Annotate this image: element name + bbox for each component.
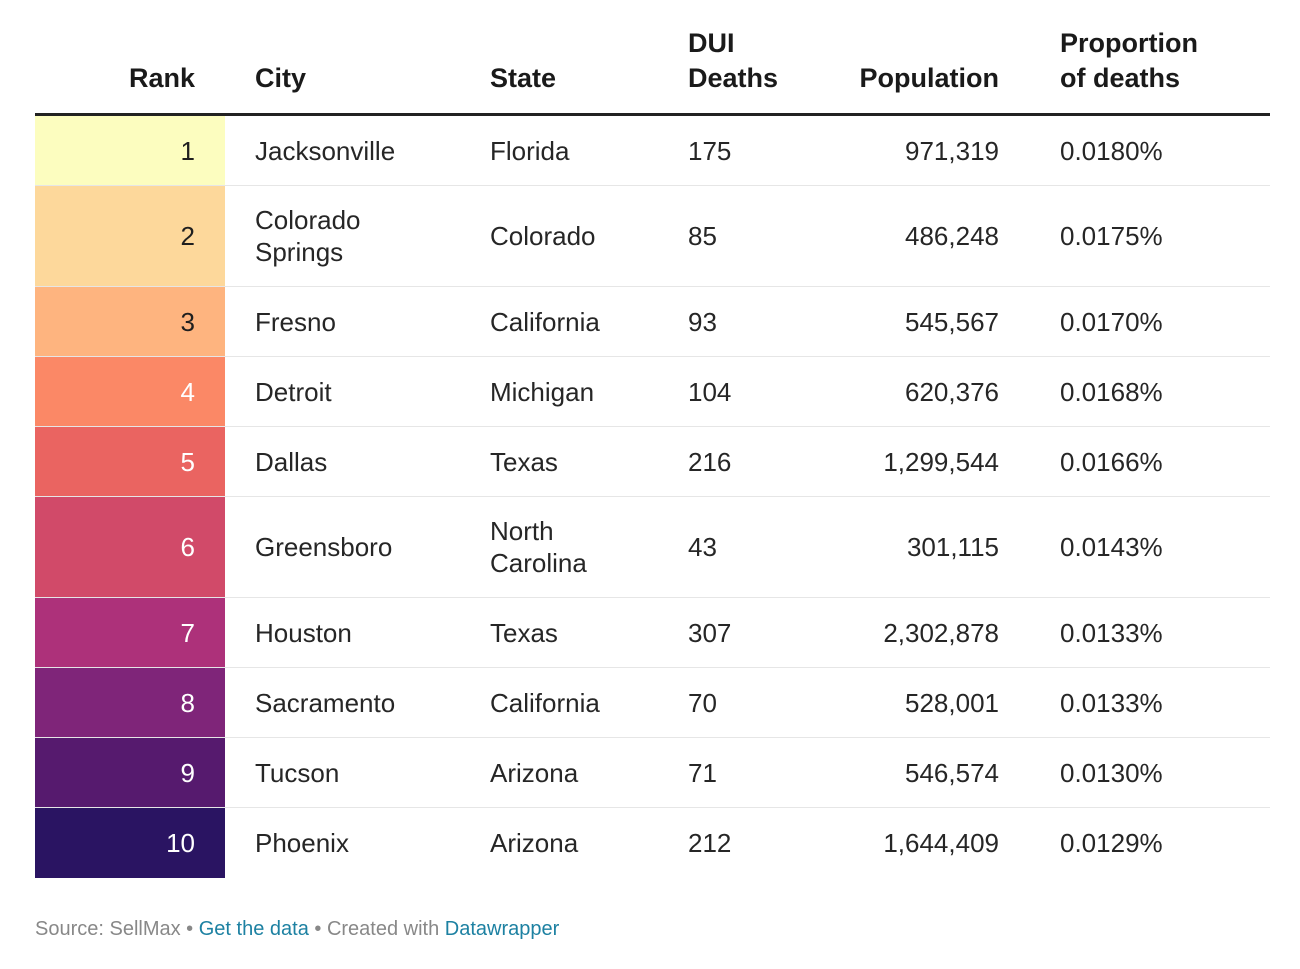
created-with-text: Created with — [326, 918, 445, 940]
table-row: 4 Detroit Michigan 104 620,376 0.0168% — [35, 357, 1270, 427]
table-row: 8 Sacramento California 70 528,001 0.013… — [35, 668, 1270, 738]
state-line2: Carolina — [490, 548, 587, 578]
footer-separator: • — [308, 918, 327, 940]
proportion-cell: 0.0130% — [1060, 757, 1163, 788]
state-cell: Texas — [490, 617, 558, 648]
proportion-cell: 0.0166% — [1060, 446, 1163, 477]
state-cell: Arizona — [490, 828, 579, 858]
header-state[interactable]: State — [490, 63, 557, 93]
rank-cell: 2 — [35, 186, 225, 286]
source-text: Source: SellMax — [35, 918, 181, 940]
state-cell: Colorado — [490, 221, 596, 251]
dui-deaths-cell: 104 — [688, 376, 732, 407]
rank-cell: 5 — [35, 427, 225, 496]
table-row: 9 Tucson Arizona 71 546,574 0.0130% — [35, 738, 1270, 808]
city-cell: Jacksonville — [255, 135, 396, 166]
table-row: 5 Dallas Texas 216 1,299,544 0.0166% — [35, 427, 1270, 497]
population-cell: 528,001 — [905, 687, 999, 718]
state-cell: Michigan — [490, 376, 595, 407]
population-cell: 1,644,409 — [883, 828, 999, 858]
state-cell: Florida — [490, 135, 570, 166]
header-proportion-line1: Proportion — [1060, 28, 1198, 58]
header-city[interactable]: City — [255, 63, 307, 93]
table-row: 2 Colorado Springs Colorado 85 486,248 0… — [35, 186, 1270, 287]
state-cell: California — [490, 687, 600, 718]
rank-cell: 1 — [35, 116, 225, 185]
proportion-cell: 0.0143% — [1060, 532, 1163, 562]
header-proportion[interactable]: Proportion of deaths — [999, 26, 1222, 113]
proportion-cell: 0.0175% — [1060, 221, 1163, 251]
table-row: 3 Fresno California 93 545,567 0.0170% — [35, 287, 1270, 357]
proportion-cell: 0.0133% — [1060, 617, 1163, 648]
proportion-cell: 0.0170% — [1060, 306, 1163, 337]
proportion-cell: 0.0180% — [1060, 135, 1163, 166]
dui-deaths-cell: 175 — [688, 135, 732, 166]
proportion-cell: 0.0129% — [1060, 828, 1163, 858]
dui-deaths-cell: 43 — [688, 532, 717, 562]
rank-cell: 4 — [35, 357, 225, 426]
rank-cell: 7 — [35, 598, 225, 667]
footer: Source: SellMax • Get the data • Created… — [35, 918, 559, 941]
rank-cell: 8 — [35, 668, 225, 737]
state-cell: North Carolina — [490, 515, 688, 579]
rank-cell: 3 — [35, 287, 225, 356]
state-line1: North — [490, 516, 554, 546]
get-data-link[interactable]: Get the data — [198, 918, 309, 940]
proportion-cell: 0.0133% — [1060, 687, 1163, 718]
header-rank[interactable]: Rank — [128, 63, 195, 93]
population-cell: 301,115 — [906, 532, 999, 562]
table-row: 1 Jacksonville Florida 175 971,319 0.018… — [35, 116, 1270, 186]
population-cell: 2,302,878 — [883, 617, 999, 648]
population-cell: 1,299,544 — [883, 446, 999, 477]
city-line1: Colorado — [255, 205, 361, 235]
rank-cell: 6 — [35, 497, 225, 597]
city-cell: Phoenix — [255, 828, 349, 858]
city-cell: Greensboro — [255, 532, 393, 562]
header-dui-deaths[interactable]: DUI Deaths — [688, 26, 834, 113]
city-cell: Fresno — [255, 306, 336, 337]
rank-cell: 9 — [35, 738, 225, 807]
dui-deaths-cell: 70 — [688, 687, 717, 718]
footer-separator: • — [180, 918, 199, 940]
city-cell: Detroit — [255, 376, 332, 407]
population-cell: 620,376 — [905, 376, 999, 407]
dui-deaths-cell: 93 — [688, 306, 717, 337]
population-cell: 486,248 — [905, 221, 999, 251]
data-table: Rank City State DUI Deaths Population Pr… — [35, 28, 1270, 878]
table-row: 7 Houston Texas 307 2,302,878 0.0133% — [35, 598, 1270, 668]
population-cell: 546,574 — [905, 757, 999, 788]
city-line2: Springs — [255, 237, 344, 267]
city-cell: Dallas — [255, 446, 328, 477]
dui-deaths-cell: 71 — [688, 757, 717, 788]
city-cell: Sacramento — [255, 687, 396, 718]
city-cell: Tucson — [255, 757, 340, 788]
table-header: Rank City State DUI Deaths Population Pr… — [35, 28, 1270, 116]
population-cell: 971,319 — [905, 135, 999, 166]
rank-cell: 10 — [35, 808, 225, 878]
header-population[interactable]: Population — [859, 63, 999, 93]
header-proportion-line2: of deaths — [1060, 63, 1181, 93]
datawrapper-link[interactable]: Datawrapper — [444, 918, 560, 940]
state-cell: Texas — [490, 446, 558, 477]
header-dui-line2: Deaths — [688, 63, 779, 93]
city-cell: Houston — [255, 617, 352, 648]
table-row: 6 Greensboro North Carolina 43 301,115 0… — [35, 497, 1270, 598]
state-cell: California — [490, 306, 600, 337]
dui-deaths-cell: 212 — [688, 828, 732, 858]
dui-deaths-cell: 307 — [688, 617, 732, 648]
population-cell: 545,567 — [905, 306, 999, 337]
city-cell: Colorado Springs — [225, 204, 490, 268]
dui-deaths-cell: 216 — [688, 446, 732, 477]
table-row: 10 Phoenix Arizona 212 1,644,409 0.0129% — [35, 808, 1270, 878]
header-dui-line1: DUI — [688, 28, 735, 58]
dui-deaths-cell: 85 — [688, 221, 717, 251]
proportion-cell: 0.0168% — [1060, 376, 1163, 407]
state-cell: Arizona — [490, 757, 579, 788]
